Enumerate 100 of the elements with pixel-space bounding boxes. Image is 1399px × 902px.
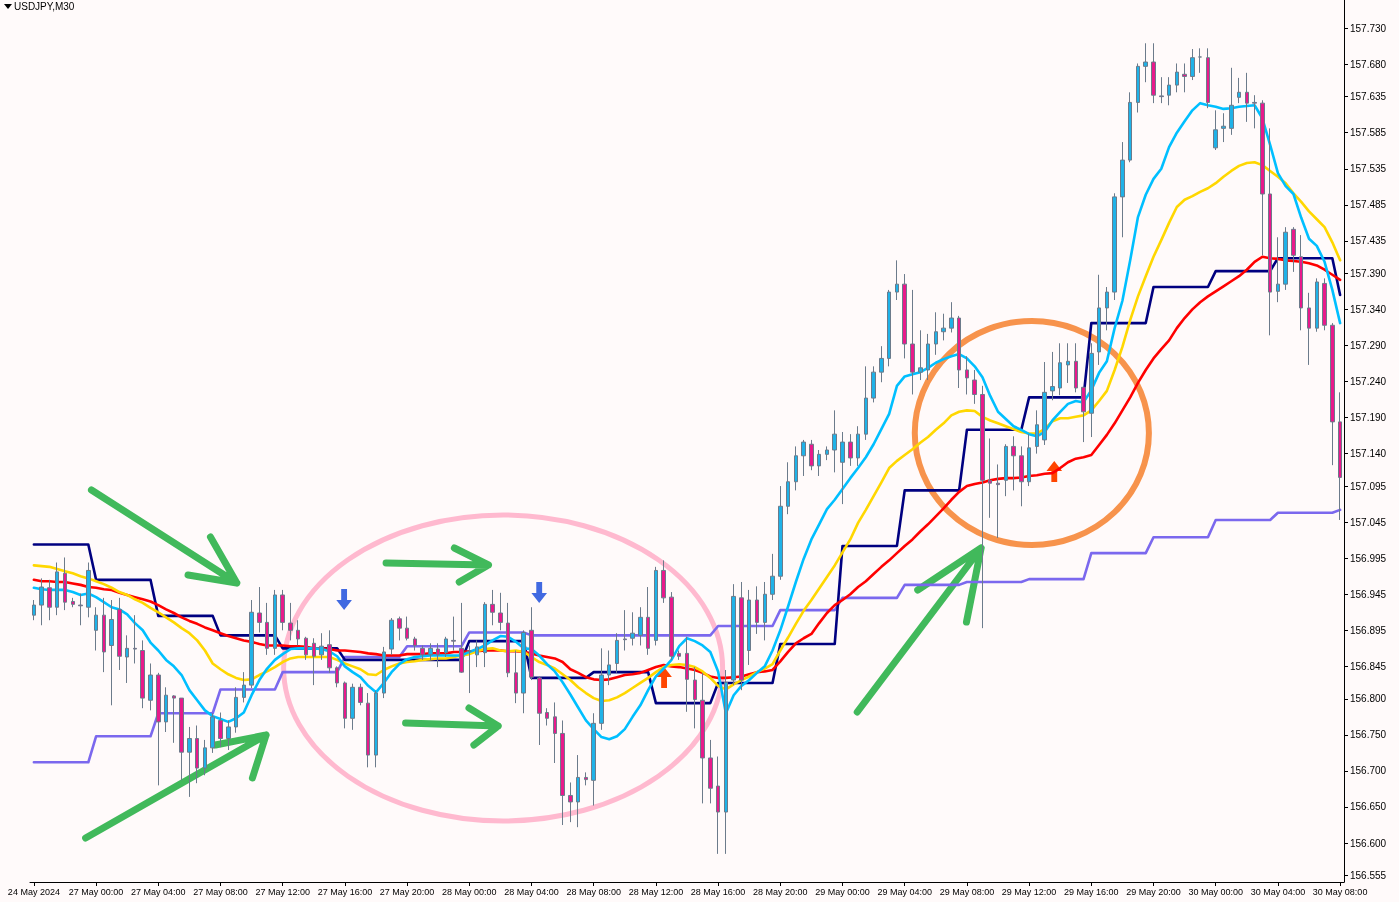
y-tick-label: 156.995 <box>1350 552 1387 564</box>
candlestick <box>444 636 448 658</box>
candlestick <box>350 683 355 731</box>
candlestick <box>1307 292 1311 366</box>
candlestick <box>1221 112 1226 143</box>
y-tick-label: 157.240 <box>1350 376 1387 387</box>
candlestick <box>1213 109 1218 151</box>
candlestick <box>825 445 829 461</box>
candlestick <box>39 577 44 626</box>
candlestick <box>1004 443 1008 497</box>
candlestick <box>786 461 790 515</box>
candlestick <box>685 636 689 713</box>
y-tick-label: 156.845 <box>1350 660 1387 672</box>
candlestick <box>187 726 192 798</box>
candlestick <box>949 301 954 333</box>
candlestick <box>1190 48 1195 81</box>
candlestick <box>817 449 821 477</box>
candlestick <box>895 259 899 301</box>
x-tick-label: 28 May 08:00 <box>566 886 621 897</box>
candlestick <box>545 707 549 726</box>
candlestick <box>1182 62 1187 93</box>
x-tick-label: 28 May 04:00 <box>504 886 559 897</box>
y-tick-label: 157.045 <box>1350 516 1387 528</box>
candlestick <box>739 581 744 691</box>
candlestick <box>195 725 199 784</box>
candlestick <box>716 756 720 855</box>
candlestick <box>1245 72 1249 123</box>
candlestick <box>1066 342 1070 384</box>
x-tick-label: 28 May 16:00 <box>690 886 746 897</box>
candlestick <box>506 602 510 678</box>
candlestick <box>71 597 75 608</box>
candlestick <box>1299 234 1303 331</box>
candlestick <box>521 629 526 714</box>
candlestick <box>957 315 961 389</box>
y-tick-label: 157.390 <box>1350 267 1387 279</box>
candlestick <box>669 591 674 661</box>
y-tick-label: 157.435 <box>1350 235 1387 247</box>
candlestick <box>1206 47 1210 109</box>
candlestick <box>1136 62 1140 113</box>
candlestick <box>102 597 106 673</box>
candlestick <box>1081 386 1086 443</box>
x-tick-label: 30 May 00:00 <box>1188 886 1243 897</box>
candlestick <box>724 669 728 855</box>
candlestick <box>623 609 627 651</box>
candlestick <box>654 566 658 646</box>
candlestick <box>94 606 98 651</box>
candlestick <box>436 642 440 668</box>
candlestick <box>1159 76 1164 104</box>
candlestick <box>747 589 751 666</box>
y-tick-label: 157.635 <box>1350 91 1387 103</box>
candlestick <box>599 647 604 731</box>
candlestick <box>1167 76 1171 106</box>
candlestick <box>467 644 472 694</box>
y-tick-label: 157.485 <box>1350 199 1387 211</box>
x-tick-label: 24 May 2024 <box>7 886 60 897</box>
candlestick <box>32 599 36 621</box>
x-tick-label: 30 May 04:00 <box>1250 886 1306 897</box>
candlestick <box>514 650 518 704</box>
x-tick-label: 28 May 00:00 <box>442 886 497 897</box>
candlestick <box>926 333 930 381</box>
candlestick <box>809 439 814 471</box>
candlestick <box>693 666 697 729</box>
candlestick <box>941 313 946 341</box>
candlestick <box>133 614 137 664</box>
candlestick <box>117 597 122 671</box>
candlestick <box>1105 286 1109 331</box>
candlestick <box>234 686 238 734</box>
candlestick <box>1252 94 1257 129</box>
candlestick <box>55 562 59 616</box>
candlestick <box>428 642 433 661</box>
candlestick <box>483 601 487 668</box>
y-tick-label: 157.680 <box>1350 58 1387 70</box>
x-tick-label: 29 May 20:00 <box>1126 886 1181 897</box>
candlestick <box>1042 361 1047 446</box>
y-tick-label: 156.895 <box>1350 624 1387 636</box>
y-tick-label: 157.730 <box>1350 22 1387 34</box>
x-tick-label: 30 May 08:00 <box>1312 886 1368 897</box>
candlestick <box>1019 445 1024 507</box>
candlestick <box>382 646 386 699</box>
candlestick <box>475 639 479 668</box>
candlestick <box>1283 226 1288 291</box>
x-tick-label: 27 May 00:00 <box>68 886 124 897</box>
candlestick <box>335 665 339 688</box>
candlestick <box>1011 435 1016 491</box>
candlestick <box>164 686 168 733</box>
y-tick-label: 157.340 <box>1350 303 1387 315</box>
candlestick <box>1074 342 1078 393</box>
candlestick <box>242 671 246 703</box>
candlestick <box>389 617 394 656</box>
candlestick <box>576 754 580 828</box>
candlestick <box>708 739 713 804</box>
candlestick <box>420 644 425 661</box>
y-tick-label: 157.535 <box>1350 163 1387 175</box>
candlestick <box>630 611 635 646</box>
candlestick <box>179 697 184 781</box>
x-tick-label: 27 May 08:00 <box>193 886 248 897</box>
candlestick <box>1120 141 1125 238</box>
y-tick-label: 157.140 <box>1350 448 1387 460</box>
candlestick <box>700 672 705 804</box>
x-tick-label: 29 May 16:00 <box>1064 886 1119 897</box>
